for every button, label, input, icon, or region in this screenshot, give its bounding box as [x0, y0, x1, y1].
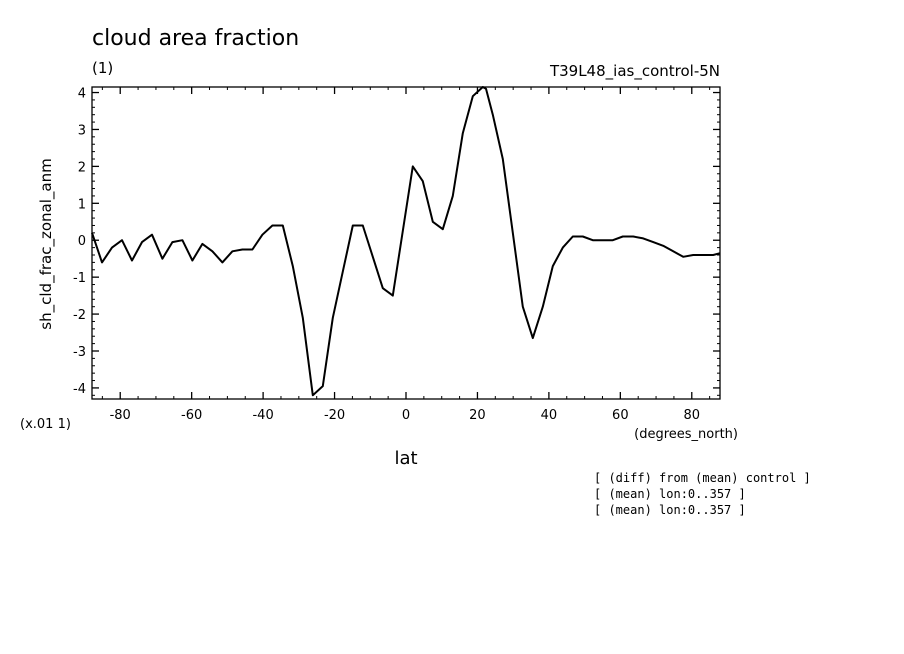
y-tick-label: 2 — [78, 160, 86, 175]
y-scale-label: (x.01 1) — [20, 417, 71, 432]
x-tick-label: 60 — [612, 408, 629, 423]
x-tick-label: 80 — [684, 408, 701, 423]
y-tick-label: 1 — [78, 197, 86, 212]
plot-area: -80 -60 -40 -20 0 20 40 60 80 -4 -3 -2 -1 0 1 2 3 4 — [73, 86, 721, 423]
chart-subtitle: (1) — [92, 59, 113, 77]
y-tick-label: -1 — [73, 271, 86, 286]
y-axis-label: sh_cld_frac_zonal_anm — [37, 158, 56, 329]
x-tick-label: 0 — [402, 408, 410, 423]
plot-frame — [91, 86, 721, 400]
x-axis-label: lat — [394, 448, 417, 469]
x-tick-label: -40 — [252, 408, 273, 423]
x-tick-label: -60 — [181, 408, 202, 423]
x-tick-label: 40 — [541, 408, 558, 423]
note-line-1: [ (diff) from (mean) control ] — [594, 471, 811, 485]
y-tick-label: -4 — [73, 382, 86, 397]
x-tick-label: -80 — [110, 408, 131, 423]
y-tick-label: 4 — [78, 87, 86, 102]
y-tick-label: -3 — [73, 345, 86, 360]
note-line-3: [ (mean) lon:0..357 ] — [594, 503, 746, 517]
x-tick-label: -20 — [324, 408, 345, 423]
chart-title: cloud area fraction — [92, 26, 299, 51]
series-line — [91, 86, 721, 397]
x-tick-label: 20 — [469, 408, 486, 423]
y-tick-label: 3 — [78, 123, 86, 138]
note-line-2: [ (mean) lon:0..357 ] — [594, 487, 746, 501]
y-tick-label: -2 — [73, 308, 86, 323]
x-units-label: (degrees_north) — [634, 427, 738, 442]
run-label: T39L48_ias_control-5N — [549, 62, 720, 81]
y-tick-label: 0 — [78, 234, 86, 249]
